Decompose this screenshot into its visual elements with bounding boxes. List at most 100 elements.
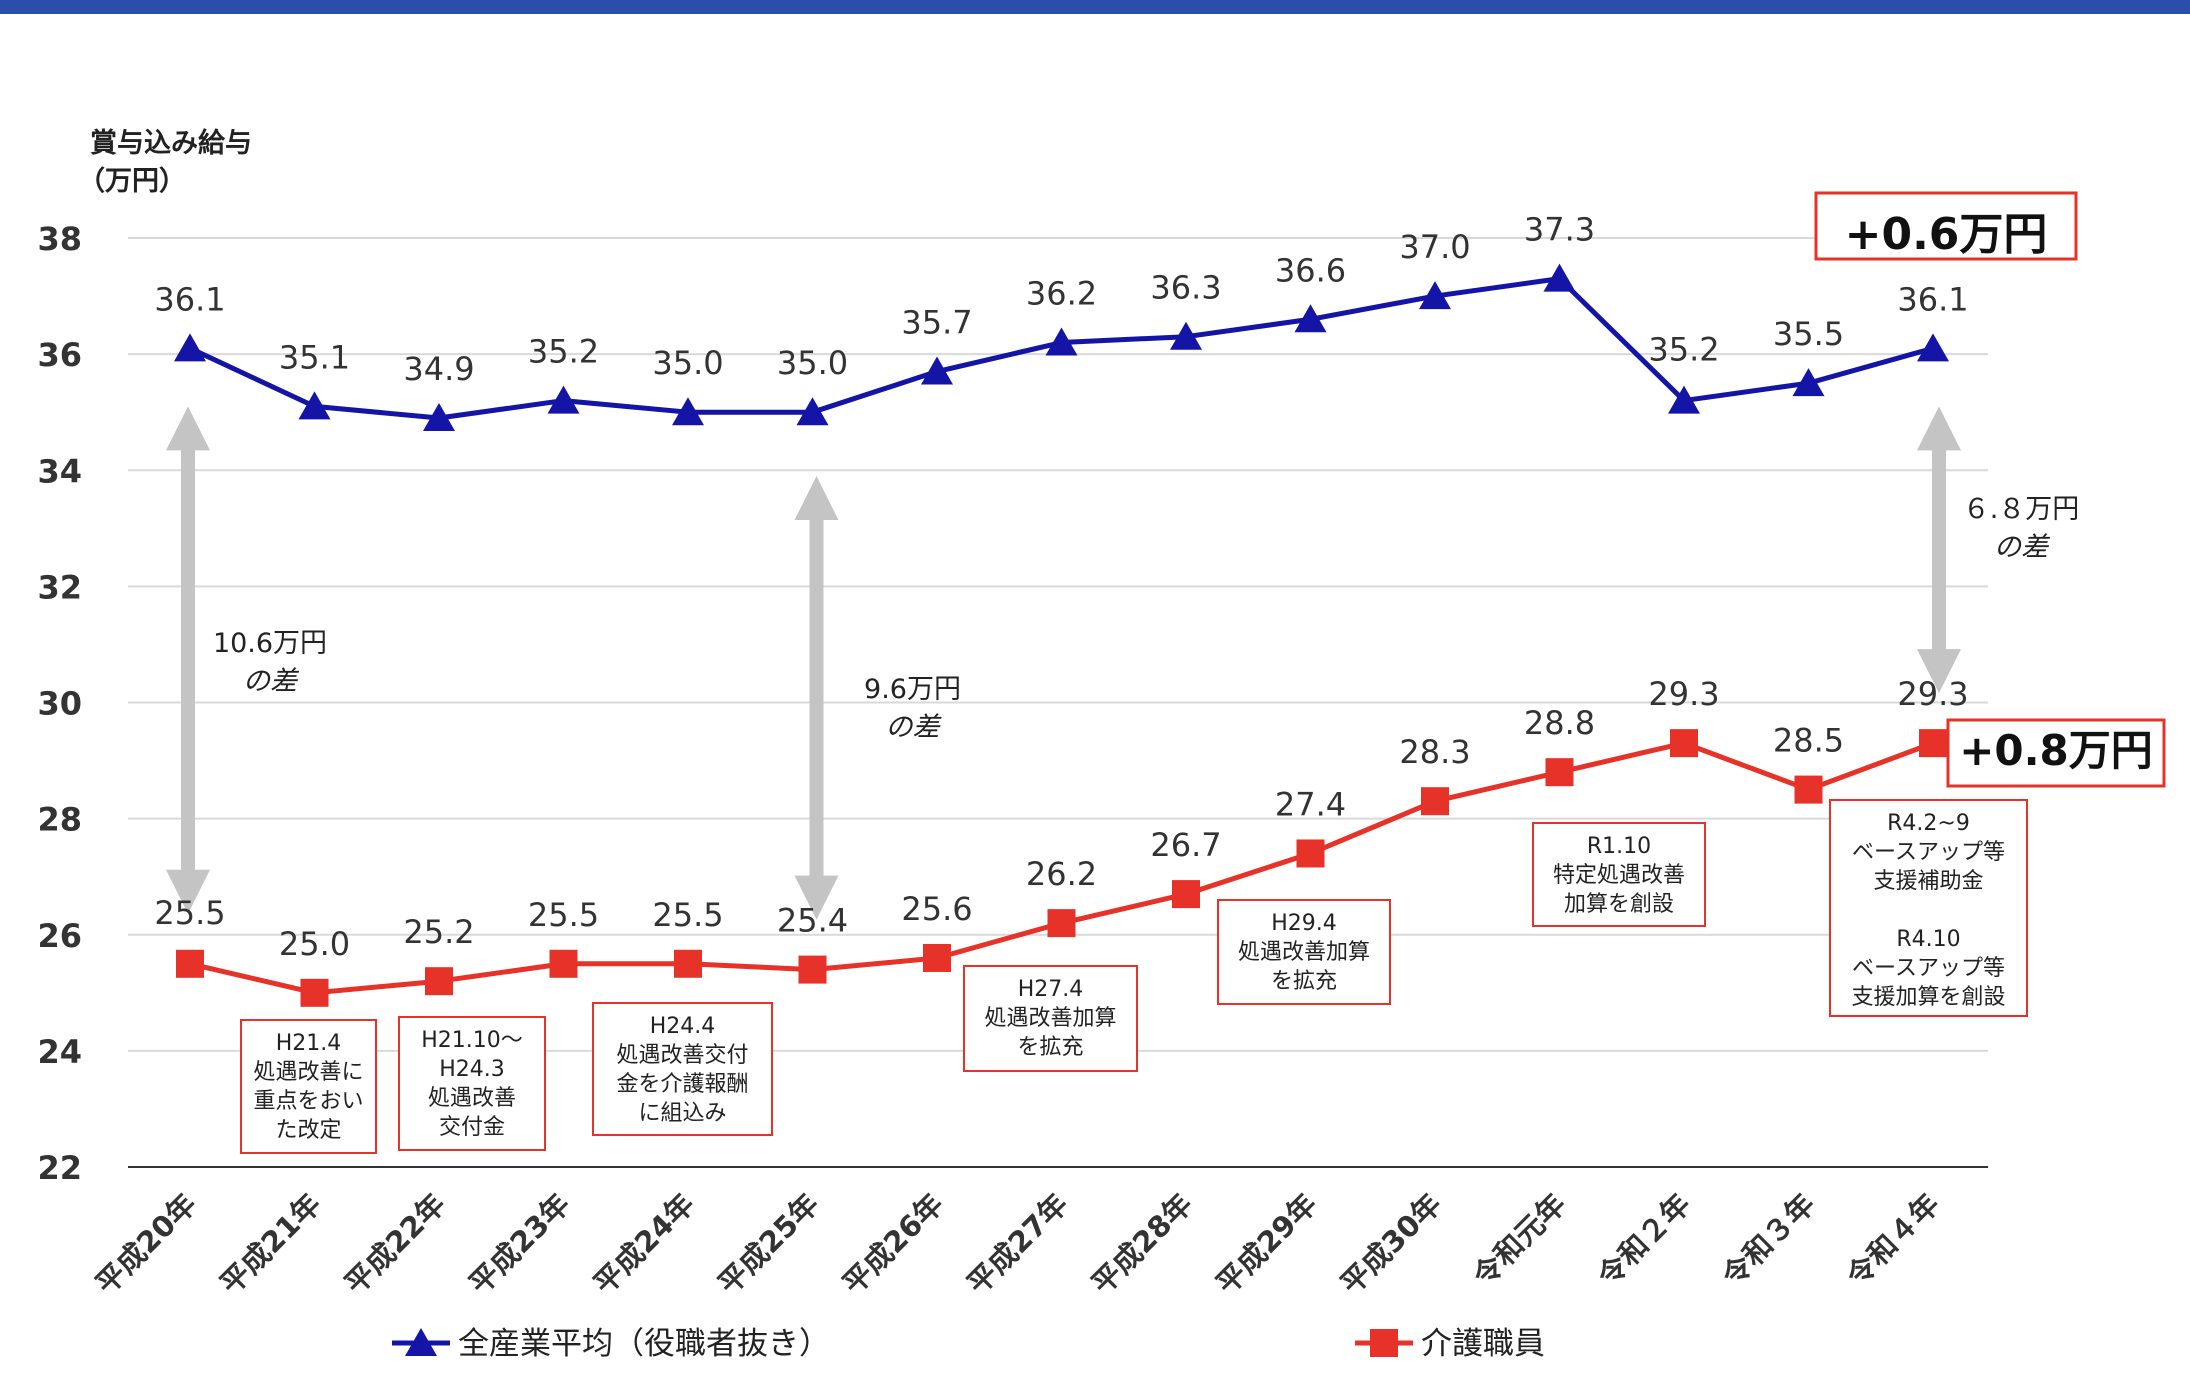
y-tick-label: 26: [37, 917, 82, 955]
policy-note-line: に組込み: [638, 1101, 726, 1126]
square-marker: [1794, 775, 1823, 804]
data-label: 36.1: [1897, 280, 1968, 318]
triangle-marker: [1543, 263, 1576, 292]
gap-label-suffix: の差: [886, 712, 943, 743]
data-label: 29.3: [1648, 675, 1719, 713]
square-marker: [1172, 880, 1200, 909]
gap-arrow: [1917, 406, 1961, 694]
x-tick-label: 平成22年: [338, 1187, 452, 1301]
x-tick-label: 平成27年: [960, 1187, 1074, 1301]
legend-label-all-industry: 全産業平均（役職者抜き）: [458, 1326, 830, 1362]
x-tick-label: 平成26年: [836, 1187, 950, 1301]
data-label: 35.0: [777, 344, 848, 382]
data-label: 28.3: [1399, 733, 1470, 771]
y-tick-label: 38: [37, 220, 82, 258]
gap-label-amount: ６.８万円: [1963, 494, 2080, 525]
data-label: 35.7: [901, 304, 972, 342]
legend-marker-all-industry: [405, 1328, 437, 1356]
data-label: 35.0: [652, 344, 723, 382]
x-tick-label: 令和元年: [1466, 1187, 1572, 1293]
square-marker: [798, 955, 827, 984]
policy-note-line: 交付金: [439, 1115, 505, 1140]
data-label: 36.3: [1150, 269, 1221, 307]
square-marker: [1047, 909, 1076, 938]
policy-note-line: 支援加算を創設: [1851, 985, 2005, 1010]
data-label: 25.5: [528, 896, 599, 934]
data-label: 26.7: [1150, 826, 1221, 864]
triangle-marker: [298, 391, 331, 420]
policy-note-box: [240, 1019, 377, 1154]
data-label: 37.3: [1524, 211, 1595, 249]
policy-note-line: 金を介護報酬: [616, 1072, 748, 1097]
triangle-marker: [1170, 321, 1202, 350]
data-label: 25.2: [403, 913, 474, 951]
data-label: 35.2: [528, 333, 599, 371]
data-label: 36.6: [1275, 251, 1346, 289]
policy-note-box: [592, 1002, 773, 1136]
policy-note-line: R1.10: [1587, 834, 1651, 859]
policy-note-line: た改定: [275, 1118, 341, 1143]
policy-note-box: [1532, 822, 1706, 927]
data-label: 37.0: [1399, 228, 1470, 266]
square-marker: [549, 949, 578, 978]
square-marker: [425, 967, 453, 996]
triangle-marker: [1792, 368, 1825, 397]
square-marker: [176, 949, 204, 978]
series-layer: 36.1 35.1 34.9 35.2 35.0 35.0 35.7 36.2 36.3 36.6…: [154, 191, 2166, 1007]
data-label: 29.3: [1897, 675, 1968, 713]
policy-note-line: H27.4: [1018, 977, 1084, 1002]
policy-note-box: [1829, 799, 2028, 1017]
gap-arrow: [794, 476, 839, 920]
policy-note-line: H29.4: [1271, 911, 1337, 936]
gap-label-amount: 10.6万円: [213, 628, 327, 659]
square-marker: [1545, 758, 1574, 787]
y-axis-title-line1: 賞与込み給与: [90, 127, 252, 159]
policy-note-box: [1217, 899, 1391, 1005]
policy-note-line: 処遇改善加算: [984, 1006, 1116, 1031]
policy-note-box: [398, 1016, 546, 1151]
gap-label-suffix: の差: [243, 666, 300, 697]
highlight-box-care-workers: [1946, 718, 2166, 788]
triangle-marker: [547, 385, 580, 414]
triangle-marker: [1419, 281, 1451, 310]
y-tick-label: 22: [37, 1149, 82, 1187]
highlight-text-care-workers: +0.8万円: [1959, 726, 2153, 775]
square-marker: [1919, 729, 1947, 758]
y-tick-label: 32: [37, 568, 82, 606]
policy-note-line: 重点をおい: [253, 1089, 363, 1114]
triangle-marker: [921, 356, 953, 385]
data-label: 36.2: [1026, 275, 1097, 313]
data-label: 25.6: [901, 890, 972, 928]
x-tick-label: 平成30年: [1334, 1187, 1448, 1301]
policy-note-line: ベースアップ等: [1852, 956, 2005, 981]
x-tick-label: 令和４年: [1840, 1187, 1946, 1293]
x-tick-label: 平成29年: [1209, 1187, 1323, 1301]
policy-note-line: 処遇改善交付: [616, 1043, 748, 1068]
policy-note-line: 処遇改善: [428, 1086, 516, 1111]
square-marker: [923, 943, 951, 972]
data-label: 25.4: [777, 902, 848, 940]
policy-note-line: を拡充: [1017, 1035, 1083, 1060]
square-marker: [674, 949, 702, 978]
policy-note-line: H21.4: [276, 1031, 342, 1056]
data-label: 25.0: [279, 925, 350, 963]
highlight-box-all-industry: [1814, 191, 2078, 261]
x-tick-label: 平成21年: [213, 1187, 327, 1301]
triangle-marker: [1917, 333, 1949, 362]
highlight-text-all-industry: +0.6万円: [1845, 209, 2048, 260]
x-tick-label: 令和３年: [1715, 1187, 1821, 1293]
triangle-marker: [1045, 327, 1078, 356]
x-tick-label: 平成23年: [462, 1187, 576, 1301]
triangle-marker: [174, 333, 206, 362]
triangle-marker: [672, 397, 704, 426]
policy-note-line: H21.10～: [421, 1028, 523, 1053]
square-marker: [1670, 729, 1698, 758]
gap-label-amount: 9.6万円: [864, 674, 961, 705]
data-label: 27.4: [1275, 785, 1346, 823]
gap-label-suffix: の差: [1994, 532, 2051, 563]
y-tick-label: 36: [37, 336, 82, 374]
policy-note-line: を拡充: [1271, 969, 1337, 994]
data-label: 34.9: [403, 350, 474, 388]
